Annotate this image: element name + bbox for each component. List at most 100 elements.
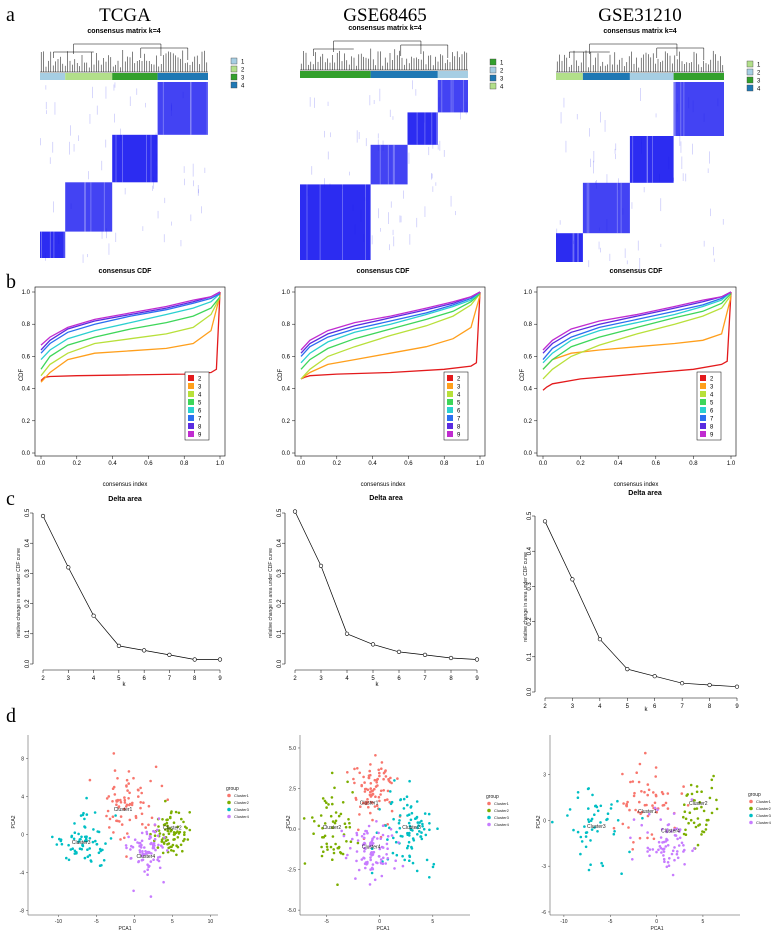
pca-point-cluster3 — [418, 830, 421, 833]
pca-point-cluster4 — [664, 845, 668, 848]
block-streak — [146, 134, 147, 183]
delta-title: Delta area — [108, 496, 142, 503]
matrix-noise — [606, 174, 608, 184]
pca-point-cluster4 — [662, 850, 666, 853]
pca-point-cluster3 — [402, 807, 406, 810]
y-tick-label: 0.5 — [277, 508, 283, 517]
pca-point-cluster3 — [406, 844, 410, 848]
pca-point-cluster3 — [428, 822, 431, 825]
matrix-noise — [432, 186, 434, 192]
pca-point-cluster3 — [589, 863, 592, 866]
legend-label: Cluster1 — [494, 801, 510, 806]
pca-point-cluster1 — [654, 766, 658, 769]
pca-point-cluster3 — [596, 809, 600, 813]
consensus-heatmap-tcga: consensus matrix k=4 1 2 3 4 — [40, 28, 245, 263]
y-tick-label: 1.0 — [524, 290, 533, 296]
pca-ylabel: PCA2 — [536, 815, 542, 828]
matrix-noise — [142, 226, 144, 231]
pca-point-cluster1 — [646, 836, 649, 840]
pca-point-cluster1 — [651, 804, 654, 807]
cdf-title: consensus CDF — [99, 268, 153, 275]
y-tick-label: 0.2 — [25, 599, 31, 608]
block-streak — [680, 82, 682, 136]
matrix-noise — [120, 128, 121, 142]
block-streak — [586, 182, 588, 234]
x-tick-label: 9 — [475, 676, 479, 682]
y-tick-label: 0.2 — [524, 419, 533, 425]
matrix-noise — [438, 97, 440, 109]
pca-point-cluster3 — [397, 821, 401, 825]
x-tick-label: 0.2 — [73, 461, 82, 467]
legend-swatch — [447, 423, 453, 429]
x-tick-label: 8 — [708, 704, 712, 710]
x-tick-label: 0.6 — [144, 461, 153, 467]
cdf-line-k5 — [300, 293, 481, 370]
block-streak — [115, 134, 117, 183]
pca-point-cluster1 — [112, 752, 116, 755]
pca-point-cluster4 — [371, 867, 375, 871]
pca-point-cluster3 — [83, 856, 87, 860]
legend-swatch — [487, 822, 491, 827]
legend-swatch — [749, 806, 753, 811]
consensus-block — [407, 112, 438, 145]
matrix-noise — [114, 113, 115, 123]
matrix-noise — [54, 102, 56, 115]
legend-label: Cluster2 — [494, 808, 510, 813]
cluster-bar-segment — [40, 73, 66, 80]
legend-swatch — [447, 391, 453, 397]
x-tick-label: 0.8 — [180, 461, 189, 467]
pca-point-cluster1 — [367, 805, 370, 809]
block-streak — [441, 80, 443, 113]
x-tick-label: 0.6 — [404, 461, 413, 467]
pca-point-cluster4 — [646, 831, 649, 834]
block-streak — [577, 233, 579, 262]
cdf-line-k2 — [542, 291, 732, 391]
pca-point-cluster3 — [425, 858, 429, 862]
matrix-noise — [45, 252, 46, 261]
pca-point-cluster2 — [161, 818, 164, 821]
pca-point-cluster4 — [367, 824, 371, 828]
pca-point-cluster3 — [408, 831, 411, 835]
pca-point-cluster2 — [170, 845, 173, 849]
matrix-noise — [556, 228, 558, 238]
x-tick-label: 4 — [92, 676, 96, 682]
panel-letter-d: d — [6, 705, 16, 727]
block-streak — [683, 82, 685, 136]
pca-point-cluster1 — [126, 789, 129, 792]
pca-point-cluster1 — [353, 767, 356, 771]
pca-point-cluster4 — [360, 835, 364, 838]
legend-label: 4 — [757, 87, 761, 93]
matrix-noise — [409, 234, 411, 245]
delta-title: Delta area — [628, 490, 662, 497]
legend-title: group — [486, 794, 499, 800]
x-tick-label: -5 — [94, 919, 99, 925]
pca-point-cluster1 — [635, 771, 638, 774]
matrix-noise — [356, 130, 358, 143]
pca-point-cluster2 — [695, 790, 699, 794]
pca-point-cluster4 — [146, 863, 149, 866]
pca-point-cluster2 — [179, 843, 183, 847]
matrix-noise — [637, 240, 639, 251]
pca-point-cluster3 — [427, 812, 431, 816]
pca-xlabel: PCA1 — [376, 926, 389, 932]
cluster-label: Cluster3 — [587, 824, 606, 830]
block-streak — [647, 136, 648, 183]
pca-point-cluster3 — [393, 779, 396, 782]
pca-point-cluster2 — [173, 832, 176, 836]
pca-point-cluster1 — [352, 777, 355, 781]
pca-point-cluster1 — [374, 754, 377, 757]
pca-point-cluster3 — [419, 835, 422, 838]
pca-point-cluster1 — [386, 798, 389, 801]
pca-point-cluster2 — [158, 832, 162, 835]
y-tick-label: 0.2 — [277, 599, 283, 608]
block-streak — [572, 233, 574, 262]
pca-point-cluster2 — [153, 834, 157, 837]
pca-point-cluster2 — [162, 841, 166, 844]
x-tick-label: 5 — [702, 919, 705, 925]
legend-label: 4 — [710, 393, 714, 399]
x-tick-label: 5 — [626, 704, 630, 710]
pca-point-cluster2 — [692, 821, 696, 825]
legend-swatch — [447, 415, 453, 421]
matrix-noise — [703, 113, 705, 122]
pca-point-cluster3 — [83, 825, 86, 828]
